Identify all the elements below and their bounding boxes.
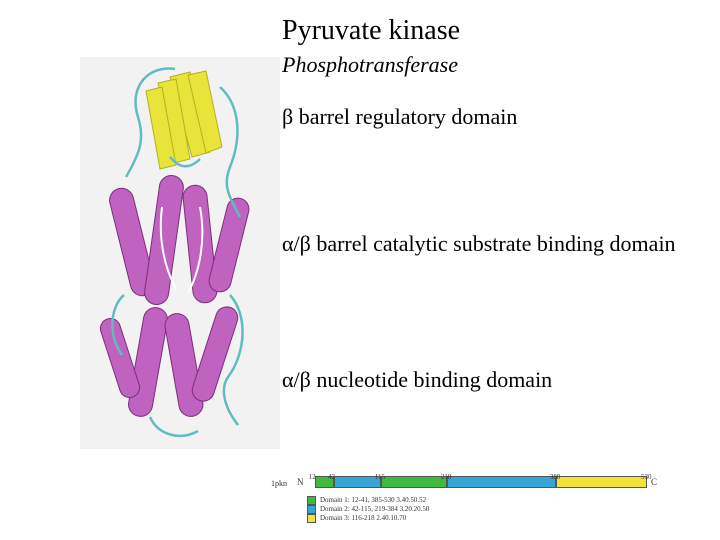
domain-tick: 12	[309, 473, 316, 481]
slide-subtitle: Phosphotransferase	[282, 52, 458, 78]
legend-row: Domain 3: 116-218 2.40.10.70	[307, 514, 429, 523]
domain-tick: 530	[641, 473, 652, 481]
domain-tick: 218	[441, 473, 452, 481]
domain-segment	[556, 476, 647, 488]
domain-tick: 115	[375, 473, 385, 481]
legend-swatch	[307, 496, 316, 505]
domain-bar-track: 1242115218388530	[307, 476, 647, 488]
domain-legend: Domain 1: 12-41, 385-530 3.40.50.52Domai…	[307, 496, 429, 523]
legend-text: Domain 2: 42-115, 219-384 3.20.20.50	[320, 505, 429, 514]
domain-bar-diagram: 1pkn N C 1242115218388530 Domain 1: 12-4…	[265, 468, 675, 524]
domain-segment	[447, 476, 556, 488]
n-terminus-label: N	[297, 477, 304, 487]
domain-nucleotide: α/β nucleotide binding domain	[282, 366, 692, 394]
domain-segment	[334, 476, 381, 488]
domain-segment	[381, 476, 447, 488]
domain-catalytic: α/β barrel catalytic substrate binding d…	[282, 230, 692, 258]
domain-tick: 388	[550, 473, 561, 481]
legend-swatch	[307, 514, 316, 523]
protein-id-label: 1pkn	[271, 479, 287, 488]
protein-structure-image	[80, 57, 280, 449]
legend-row: Domain 2: 42-115, 219-384 3.20.20.50	[307, 505, 429, 514]
legend-row: Domain 1: 12-41, 385-530 3.40.50.52	[307, 496, 429, 505]
slide-title: Pyruvate kinase	[282, 15, 460, 47]
legend-swatch	[307, 505, 316, 514]
domain-regulatory: β barrel regulatory domain	[282, 103, 692, 131]
domain-tick: 42	[328, 473, 335, 481]
legend-text: Domain 3: 116-218 2.40.10.70	[320, 514, 406, 523]
legend-text: Domain 1: 12-41, 385-530 3.40.50.52	[320, 496, 426, 505]
